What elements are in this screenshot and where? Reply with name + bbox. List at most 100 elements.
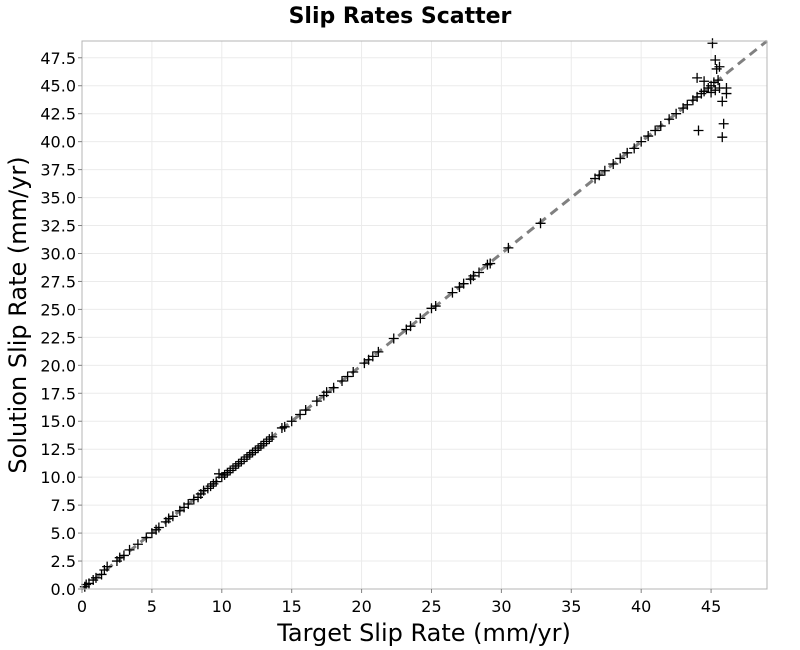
data-point [717,132,728,143]
data-point [311,396,322,407]
y-tick-label: 5.0 [51,524,76,543]
x-tick-label: 30 [491,597,511,616]
data-point [198,485,209,496]
y-tick-label: 40.0 [40,133,76,152]
x-tick-label: 40 [631,597,651,616]
data-point [267,431,278,442]
data-point [714,61,725,72]
x-axis-label: Target Slip Rate (mm/yr) [276,619,571,647]
x-tick-label: 15 [282,597,302,616]
y-tick-label: 10.0 [40,468,76,487]
data-point [279,421,290,432]
data-point [415,313,426,324]
data-point [474,267,485,278]
data-point [643,131,654,142]
data-point [692,72,703,83]
y-tick-label: 47.5 [40,49,76,68]
data-point [295,409,306,420]
data-point [286,416,297,427]
data-point [636,136,647,147]
data-point [503,242,514,253]
x-axis-ticks: 0 5 10 15 20 25 30 35 40 45 [77,589,721,616]
data-point [163,513,174,524]
data-point [348,367,359,378]
data-point [608,159,619,170]
data-point [650,125,661,136]
data-point [167,511,178,522]
data-point [664,114,675,125]
data-point [447,287,458,298]
y-tick-label: 20.0 [40,356,76,375]
y-tick-label: 35.0 [40,189,76,208]
data-point [300,405,311,416]
data-point [153,522,164,533]
data-point [713,75,724,86]
y-tick-label: 37.5 [40,161,76,180]
data-point [615,153,626,164]
data-point [629,143,640,154]
data-point [141,532,152,543]
data-point [367,351,378,362]
data-point [458,278,469,289]
data-point [124,544,135,555]
data-point [468,270,479,281]
data-point [707,38,718,49]
data-point [708,77,719,88]
data-point [699,76,710,87]
data-point [622,147,633,158]
data-point [655,120,666,131]
data-point [132,539,143,550]
x-tick-label: 25 [421,597,441,616]
y-tick-label: 7.5 [51,496,76,515]
data-point [535,218,546,229]
y-tick-label: 30.0 [40,244,76,263]
data-point [373,346,384,357]
y-tick-label: 15.0 [40,412,76,431]
data-point [118,550,129,561]
data-point [599,165,610,176]
data-point [188,494,199,505]
data-point [594,170,605,181]
x-tick-label: 35 [561,597,581,616]
data-point [342,371,353,382]
data-point [710,85,721,96]
data-point [693,125,704,136]
x-tick-label: 0 [77,597,87,616]
data-point [328,382,339,393]
data-point [430,301,441,312]
y-tick-label: 27.5 [40,272,76,291]
data-point [102,561,113,572]
data-point [718,118,729,129]
data-point [485,258,496,269]
y-tick-label: 32.5 [40,217,76,236]
data-point [211,476,222,487]
data-markers [79,38,732,592]
data-point [671,108,682,119]
data-point [337,375,348,386]
x-tick-label: 10 [212,597,232,616]
y-tick-label: 25.0 [40,300,76,319]
y-tick-label: 12.5 [40,440,76,459]
data-point [183,499,194,510]
data-point [682,99,693,110]
y-tick-label: 42.5 [40,105,76,124]
data-point [717,96,728,107]
data-point [721,82,732,93]
y-axis-ticks: 0.0 2.5 5.0 7.5 10.0 12.5 15.0 17.5 20.0 22.5 25.0… [40,49,82,599]
data-point [710,55,721,66]
y-axis-label: Solution Slip Rate (mm/yr) [4,156,32,473]
y-tick-label: 45.0 [40,77,76,96]
data-point [114,552,125,563]
y-tick-label: 17.5 [40,384,76,403]
data-point [426,303,437,314]
data-point [405,321,416,332]
data-point [706,87,717,98]
reference-line [81,39,768,591]
y-tick-label: 0.0 [51,580,76,599]
x-tick-label: 20 [351,597,371,616]
chart-title: Slip Rates Scatter [289,4,512,29]
x-tick-label: 45 [701,597,721,616]
y-tick-label: 2.5 [51,552,76,571]
data-point [90,572,101,583]
